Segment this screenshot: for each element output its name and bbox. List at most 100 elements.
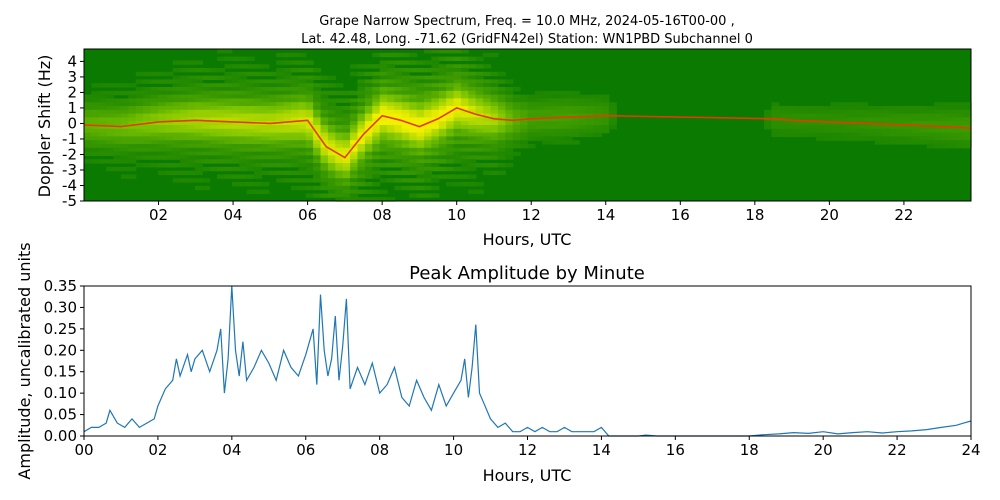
spectrogram-cell <box>113 140 122 145</box>
spectrogram-cell <box>268 106 277 111</box>
spectrogram-cell <box>453 75 462 80</box>
spectrogram-cell <box>837 136 846 141</box>
spectrogram-cell <box>401 155 410 160</box>
spectrogram-cell <box>194 121 203 126</box>
spectrogram-cell <box>224 144 233 149</box>
spectrogram-cell <box>808 113 817 118</box>
spectrogram-cell <box>586 117 595 122</box>
spectrogram-cell <box>113 83 122 88</box>
spectrogram-cell <box>401 185 410 191</box>
spectrogram-cell <box>91 136 100 141</box>
spectrogram-cell <box>852 109 861 115</box>
spectrogram-cell <box>113 90 122 96</box>
spectrogram-cell <box>527 136 536 141</box>
spectrogram-cell <box>135 106 144 111</box>
spectrogram-cell <box>290 94 299 99</box>
spectrogram-cell <box>897 113 906 118</box>
spectrogram-cell <box>150 121 159 126</box>
spectrogram-cell <box>313 193 322 198</box>
spectrogram-cell <box>379 155 388 160</box>
spectrogram-cell <box>475 163 484 168</box>
spectrogram-cell <box>830 117 839 122</box>
spectrogram-cell <box>335 159 344 164</box>
spectrogram-cell <box>106 117 115 122</box>
spectrogram-cell <box>897 136 906 141</box>
spectrogram-cell <box>335 136 344 141</box>
spectrogram-cell <box>416 185 425 191</box>
spectrogram-cell <box>202 185 211 191</box>
spectrogram-cell <box>150 155 159 160</box>
spectrogram-cell <box>313 83 322 88</box>
spectrogram-cell <box>217 94 226 99</box>
spectrogram-cell <box>416 163 425 168</box>
spectrogram-cell <box>165 94 174 99</box>
spectrogram-cell <box>143 98 152 103</box>
spectrogram-cell <box>261 147 270 153</box>
spectrogram-cell <box>586 128 595 134</box>
spectrogram-cell <box>91 83 100 88</box>
spectrogram-cell <box>837 121 846 126</box>
spectrogram-cell <box>934 128 943 134</box>
spectrogram-cell <box>926 140 935 145</box>
spectrogram-cell <box>571 106 580 111</box>
spectrogram-cell <box>150 132 159 137</box>
spectrogram-cell <box>239 121 248 126</box>
spectrogram-cell <box>357 109 366 115</box>
spectrogram-cell <box>453 64 462 69</box>
spectrogram-cell <box>468 125 477 130</box>
spectrogram-cell <box>298 94 307 99</box>
spectrogram-cell <box>941 132 950 137</box>
spectrogram-cell <box>512 106 521 111</box>
spectrogram-cell <box>305 178 314 183</box>
spectrogram-cell <box>231 83 240 88</box>
spectrogram-cell <box>520 125 529 130</box>
spectrogram-cell <box>475 182 484 187</box>
spectrogram-cell <box>468 147 477 153</box>
spectrogram-cell <box>217 83 226 88</box>
spectrogram-cell <box>268 136 277 141</box>
spectrogram-cell <box>224 90 233 96</box>
spectrogram-cell <box>327 121 336 126</box>
spectrogram-cell <box>298 109 307 115</box>
spectrogram-cell <box>254 125 262 130</box>
spectrogram-cell <box>453 147 462 153</box>
spectrogram-cell <box>194 155 203 160</box>
spectrogram-cell <box>290 83 299 88</box>
spectrogram-cell <box>194 79 203 84</box>
spectrogram-cell <box>882 132 891 137</box>
spectrogram-cell <box>468 151 477 156</box>
spectrogram-cell <box>224 121 233 126</box>
spectrogram-cell <box>919 106 928 111</box>
spectrogram-cell <box>335 106 344 111</box>
spectrogram-cell <box>475 71 484 77</box>
spectrogram-cell <box>209 121 218 126</box>
spectrogram-cell <box>438 132 447 137</box>
spectrogram-cell <box>283 163 292 168</box>
spectrogram-cell <box>431 147 440 153</box>
spectrogram-cell <box>261 79 270 84</box>
spectrogram-cell <box>194 125 203 130</box>
spectrogram-cell <box>409 140 418 145</box>
spectrogram-cell <box>165 132 174 137</box>
spectrogram-cell <box>963 144 972 149</box>
spectrogram-cell <box>254 132 262 137</box>
spectrogram-cell <box>460 174 469 179</box>
spectrogram-cell <box>808 125 817 130</box>
spectrogram-cell <box>379 52 388 58</box>
spectrogram-cell <box>557 125 566 130</box>
spectrogram-cell <box>564 109 573 115</box>
spectrogram-cell <box>357 98 366 103</box>
spectrogram-peak-trace <box>83 107 972 159</box>
spectrogram-cell <box>771 125 780 130</box>
spectrogram-cell <box>800 109 809 115</box>
spectrogram-cell <box>364 87 373 92</box>
spectrogram-cell <box>305 102 314 107</box>
spectrogram-cell <box>409 147 418 153</box>
spectrogram-cell <box>120 121 129 126</box>
spectrogram-cell <box>468 75 477 80</box>
spectrogram-cell <box>438 109 447 115</box>
spectrogram-cell <box>416 75 425 80</box>
spectrogram-cell <box>268 94 277 99</box>
spectrogram-cell <box>379 117 388 122</box>
